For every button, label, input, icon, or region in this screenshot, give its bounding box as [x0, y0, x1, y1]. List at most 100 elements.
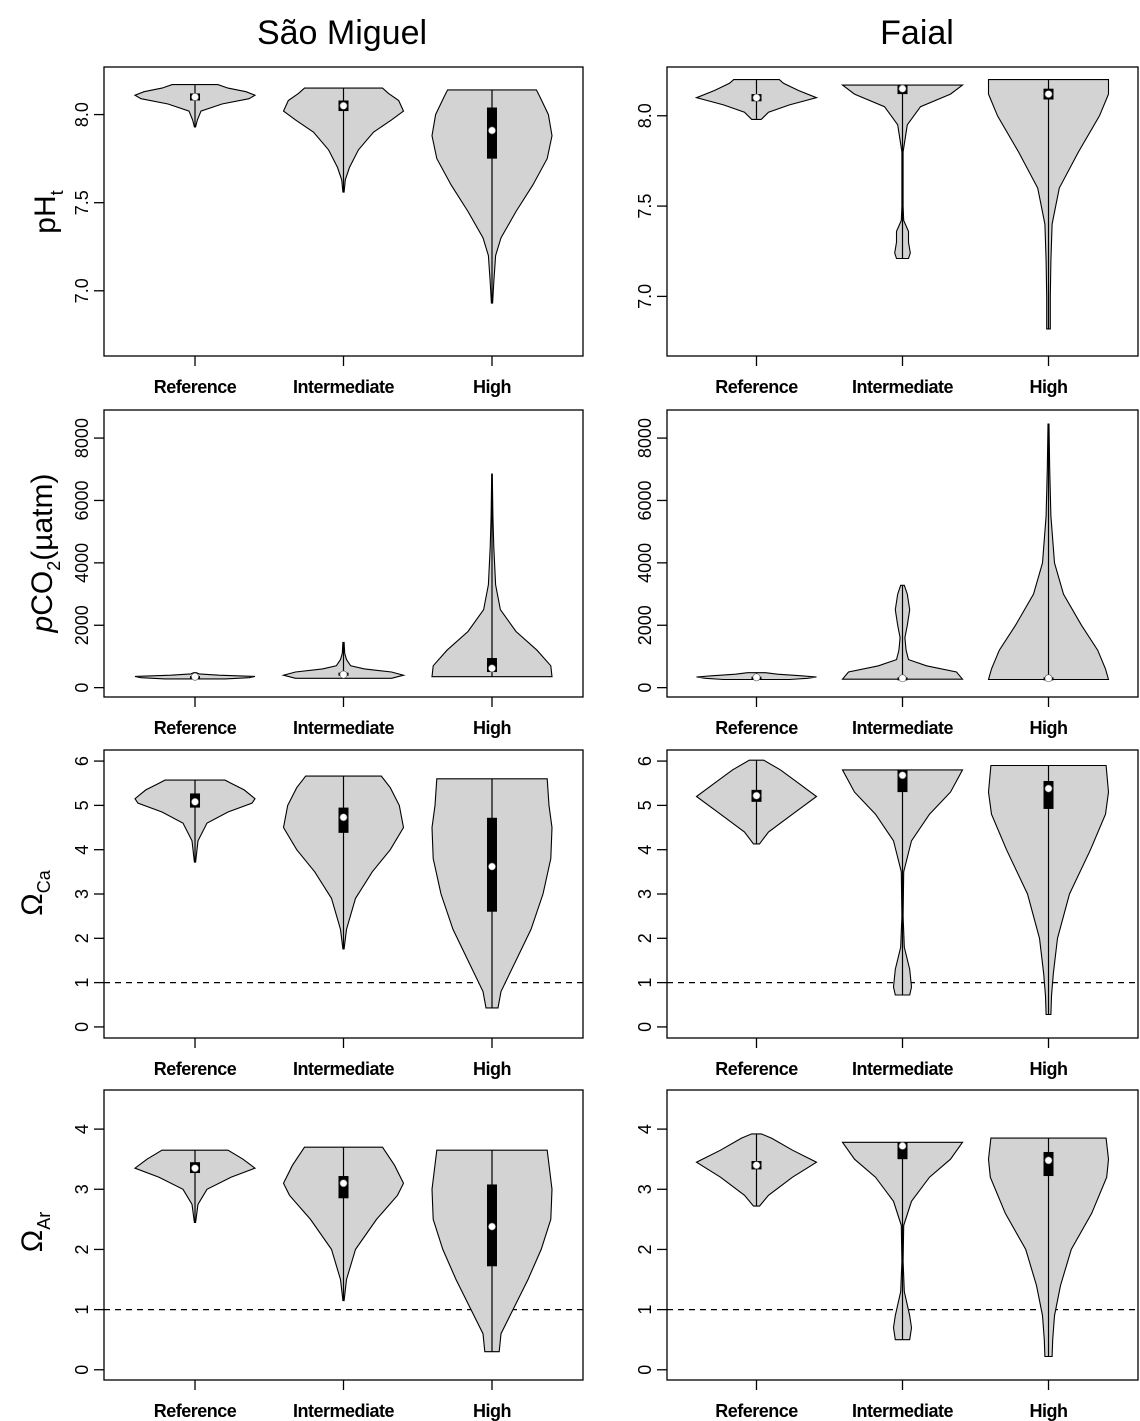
y-tick-label: 3: [635, 1184, 655, 1194]
median-point: [898, 84, 907, 93]
y-tick-label: 0: [635, 683, 655, 693]
panel-3: 0 2000 4000 6000 8000 Reference Intermediate Hi…: [72, 409, 584, 738]
row-label-omega-ar: ΩAr: [16, 1212, 54, 1252]
y-tick-label: 0: [72, 1022, 92, 1032]
svg-text:pCO2(µatm): pCO2(µatm): [26, 474, 64, 634]
median-point: [488, 664, 496, 673]
svg-text:ΩAr: ΩAr: [16, 1212, 54, 1252]
x-tick-label: High: [473, 718, 511, 738]
y-tick-label: 4: [635, 845, 655, 855]
y-tick-label: 7.0: [635, 284, 655, 309]
y-tick-label: 0: [635, 1365, 655, 1375]
panel-group: 7.0 7.5 8.0 Reference Intermediate High 7.0 7.5…: [72, 66, 1139, 1421]
x-tick-label: Reference: [154, 718, 237, 738]
y-tick-label: 6000: [72, 480, 92, 520]
median-point: [191, 672, 199, 681]
x-tick-label: Reference: [715, 1059, 798, 1079]
median-point: [191, 1164, 199, 1173]
y-tick-label: 1: [72, 978, 92, 988]
y-tick-label: 5: [635, 800, 655, 810]
y-tick-label: 1: [72, 1305, 92, 1315]
median-point: [752, 673, 761, 682]
median-point: [488, 862, 496, 871]
y-tick-label: 0: [635, 1022, 655, 1032]
median-point: [1044, 90, 1053, 98]
x-tick-label: Intermediate: [293, 1059, 395, 1079]
row-label-pco2: pCO2(µatm): [26, 474, 64, 634]
y-tick-label: 7.0: [72, 278, 92, 303]
median-point: [898, 674, 907, 683]
x-tick-label: Intermediate: [293, 718, 395, 738]
x-tick-label: Reference: [715, 1401, 798, 1421]
x-tick-label: High: [473, 377, 511, 397]
panel-1: 7.0 7.5 8.0 Reference Intermediate High: [72, 66, 584, 397]
panel-6: 0 1 2 3 4 5 6 Reference Intermediate High: [635, 749, 1139, 1079]
median-point: [752, 791, 761, 800]
iqr-box: [897, 1142, 908, 1160]
median-point: [488, 1222, 496, 1231]
median-point: [339, 670, 348, 679]
x-tick-label: High: [1030, 718, 1068, 738]
y-tick-label: 4: [72, 845, 92, 855]
y-tick-label: 5: [72, 800, 92, 810]
x-tick-label: Reference: [715, 377, 798, 397]
x-tick-label: High: [473, 1059, 511, 1079]
y-tick-label: 2: [72, 933, 92, 943]
iqr-box: [897, 769, 908, 793]
x-tick-label: High: [1030, 1401, 1068, 1421]
x-tick-label: High: [1030, 1059, 1068, 1079]
median-point: [752, 1161, 761, 1170]
y-tick-label: 1: [635, 978, 655, 988]
y-tick-label: 7.5: [72, 190, 92, 215]
panel-8: 0 1 2 3 4 Reference Intermediate High: [635, 1089, 1139, 1421]
y-tick-label: 2000: [635, 605, 655, 645]
y-tick-label: 2: [635, 933, 655, 943]
column-title-faial: Faial: [880, 14, 954, 52]
y-tick-label: 8000: [72, 418, 92, 458]
x-tick-label: Intermediate: [852, 718, 954, 738]
y-tick-label: 6000: [635, 480, 655, 520]
y-tick-label: 6: [72, 756, 92, 766]
iqr-box: [1043, 781, 1054, 809]
y-tick-label: 3: [72, 1184, 92, 1194]
y-tick-label: 4: [635, 1124, 655, 1134]
median-point: [339, 101, 348, 110]
y-tick-label: 2: [72, 1244, 92, 1254]
x-tick-label: Intermediate: [852, 1059, 954, 1079]
y-tick-label: 8.0: [635, 103, 655, 128]
x-tick-label: Reference: [154, 1059, 237, 1079]
y-tick-label: 2000: [72, 605, 92, 645]
median-point: [191, 797, 199, 806]
median-point: [898, 771, 907, 780]
y-tick-label: 3: [72, 889, 92, 899]
median-point: [488, 126, 496, 135]
y-tick-label: 8000: [635, 418, 655, 458]
panel-5: 0 1 2 3 4 5 6 Reference Intermediate High: [72, 749, 584, 1079]
x-tick-label: Intermediate: [293, 1401, 395, 1421]
x-tick-label: High: [1030, 377, 1068, 397]
row-label-ph: pHt: [29, 190, 67, 233]
y-tick-label: 6: [635, 756, 655, 766]
x-tick-label: Reference: [715, 718, 798, 738]
y-tick-label: 3: [635, 889, 655, 899]
x-tick-label: Intermediate: [293, 377, 395, 397]
y-tick-label: 7.5: [635, 194, 655, 219]
y-tick-label: 0: [72, 1365, 92, 1375]
svg-text:pHt: pHt: [29, 190, 67, 233]
median-point: [898, 1142, 907, 1150]
iqr-box: [338, 1176, 349, 1199]
median-point: [1044, 784, 1053, 793]
y-tick-label: 4000: [635, 543, 655, 583]
panel-4: 0 2000 4000 6000 8000 Reference Intermediate Hi…: [635, 409, 1139, 738]
row-label-omega-ca: ΩCa: [16, 869, 54, 915]
x-tick-label: Intermediate: [852, 377, 954, 397]
y-tick-label: 8.0: [72, 102, 92, 127]
y-tick-label: 1: [635, 1305, 655, 1315]
panel-7: 0 1 2 3 4 Reference Intermediate High: [72, 1089, 584, 1421]
median-point: [752, 93, 761, 102]
column-title-sao-miguel: São Miguel: [257, 14, 427, 52]
y-tick-label: 2: [635, 1244, 655, 1254]
y-tick-label: 4000: [72, 543, 92, 583]
median-point: [339, 813, 348, 822]
